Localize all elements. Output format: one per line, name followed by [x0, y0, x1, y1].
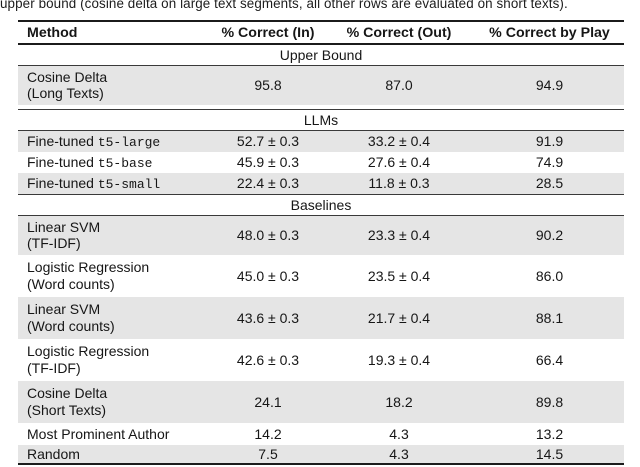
- method-line1: Cosine Delta: [27, 68, 108, 85]
- value-correct-by-play: 89.8: [535, 393, 564, 410]
- value-correct-out: 23.5 ± 0.4: [367, 267, 431, 284]
- method-line2: (Long Texts): [27, 85, 104, 101]
- section-rule: [18, 214, 624, 216]
- value-correct-out: 4.3: [389, 445, 409, 462]
- bottom-rule: [18, 462, 624, 465]
- table-caption-fragment: upper bound (cosine delta on large text …: [0, 0, 568, 11]
- section-header-upper-bound: Upper Bound: [18, 45, 624, 65]
- section-rule: [18, 129, 624, 131]
- value-correct-by-play: 13.2: [535, 425, 564, 442]
- method-code: t5-small: [97, 176, 161, 192]
- method-line1: Cosine Delta: [27, 385, 108, 401]
- method-cell: Most Prominent Author: [27, 425, 170, 442]
- value-correct-out: 4.3: [389, 425, 409, 442]
- value-correct-in: 43.6 ± 0.3: [236, 309, 300, 326]
- method-code: t5-large: [97, 134, 161, 150]
- method-cell: Fine-tuned t5-base: [18, 154, 213, 171]
- table-row-cosine-delta-short: Cosine Delta (Short Texts) 24.1 18.2 89.…: [18, 380, 624, 423]
- value-correct-in: 45.9 ± 0.3: [236, 154, 300, 170]
- method-prefix: Fine-tuned: [27, 153, 98, 170]
- table-row-t5-base: Fine-tuned t5-base 45.9 ± 0.3 27.6 ± 0.4…: [18, 152, 624, 173]
- method-line1: Linear SVM: [27, 218, 101, 235]
- table-row-most-prominent-author: Most Prominent Author 14.2 4.3 13.2: [18, 423, 624, 445]
- table-row-logreg-wordcounts: Logistic Regression (Word counts) 45.0 ±…: [18, 255, 624, 297]
- table-row-random: Random 7.5 4.3 14.5: [18, 444, 624, 463]
- section-header-baselines: Baselines: [18, 195, 624, 215]
- table-row-logreg-tfidf: Logistic Regression (TF-IDF) 42.6 ± 0.3 …: [18, 339, 624, 381]
- value-correct-by-play: 86.0: [535, 267, 564, 284]
- method-line2: (Word counts): [27, 275, 115, 292]
- value-correct-by-play: 66.4: [535, 351, 564, 368]
- section-header-llms: LLMs: [18, 110, 624, 130]
- method-cell: Logistic Regression (TF-IDF): [18, 343, 213, 376]
- value-correct-by-play: 91.9: [535, 133, 564, 149]
- method-prefix: Fine-tuned: [27, 174, 98, 191]
- method-cell: Linear SVM (Word counts): [18, 301, 213, 334]
- value-correct-out: 33.2 ± 0.4: [367, 133, 431, 149]
- method-cell: Fine-tuned t5-large: [18, 133, 213, 150]
- value-correct-by-play: 74.9: [535, 154, 564, 170]
- top-rule: [18, 20, 624, 22]
- value-correct-out: 87.0: [385, 77, 413, 93]
- value-correct-in: 14.2: [254, 425, 282, 442]
- results-table: Method % Correct (In) % Correct (Out) % …: [18, 20, 624, 465]
- section-rule: [18, 64, 624, 66]
- method-cell: Linear SVM (TF-IDF): [18, 219, 213, 252]
- value-correct-out: 27.6 ± 0.4: [367, 154, 431, 170]
- column-header-correct-by-play: % Correct by Play: [489, 24, 610, 41]
- table-row-svm-wordcounts: Linear SVM (Word counts) 43.6 ± 0.3 21.7…: [18, 296, 624, 339]
- method-line1: Logistic Regression: [27, 343, 150, 359]
- method-line1: Logistic Regression: [27, 259, 150, 275]
- value-correct-by-play: 88.1: [535, 309, 564, 326]
- header-rule: [18, 43, 624, 45]
- method-line2: (TF-IDF): [27, 235, 81, 251]
- section-label: LLMs: [303, 111, 339, 128]
- method-prefix: Fine-tuned: [27, 132, 98, 149]
- table-row-t5-small: Fine-tuned t5-small 22.4 ± 0.3 11.8 ± 0.…: [18, 172, 624, 194]
- method-cell: Fine-tuned t5-small: [18, 175, 213, 192]
- method-cell: Logistic Regression (Word counts): [18, 259, 213, 292]
- value-correct-in: 48.0 ± 0.3: [236, 227, 300, 243]
- value-correct-in: 7.5: [258, 445, 278, 462]
- value-correct-in: 45.0 ± 0.3: [236, 267, 300, 284]
- value-correct-out: 11.8 ± 0.3: [368, 175, 430, 191]
- value-correct-in: 24.1: [254, 393, 282, 410]
- section-label: Upper Bound: [279, 46, 363, 63]
- value-correct-in: 52.7 ± 0.3: [236, 133, 300, 149]
- value-correct-out: 19.3 ± 0.4: [367, 351, 431, 368]
- value-correct-by-play: 94.9: [535, 77, 564, 93]
- method-line2: (TF-IDF): [27, 359, 81, 376]
- value-correct-by-play: 14.5: [535, 445, 564, 462]
- value-correct-by-play: 90.2: [535, 227, 564, 243]
- method-cell: Cosine Delta (Short Texts): [18, 385, 213, 418]
- table-row-t5-large: Fine-tuned t5-large 52.7 ± 0.3 33.2 ± 0.…: [18, 130, 624, 152]
- method-cell: Cosine Delta (Long Texts): [18, 69, 213, 102]
- value-correct-out: 18.2: [385, 393, 413, 410]
- table-row-cosine-delta-long: Cosine Delta (Long Texts) 95.8 87.0 94.9: [18, 65, 624, 105]
- column-header-correct-out: % Correct (Out): [346, 24, 452, 41]
- value-correct-by-play: 28.5: [535, 175, 564, 191]
- section-rule: [18, 108, 624, 110]
- method-line1: Linear SVM: [27, 301, 101, 317]
- value-correct-out: 21.7 ± 0.4: [367, 309, 431, 326]
- value-correct-in: 42.6 ± 0.3: [236, 351, 300, 368]
- method-cell: Random: [27, 445, 80, 462]
- value-correct-out: 23.3 ± 0.4: [367, 227, 431, 243]
- section-rule: [18, 193, 624, 195]
- method-line2: (Short Texts): [27, 401, 107, 418]
- section-label: Baselines: [290, 196, 352, 213]
- table-row-svm-tfidf: Linear SVM (TF-IDF) 48.0 ± 0.3 23.3 ± 0.…: [18, 215, 624, 255]
- method-line2: (Word counts): [27, 317, 115, 334]
- table-header-row: Method % Correct (In) % Correct (Out) % …: [18, 22, 624, 43]
- column-header-method: Method: [27, 24, 78, 41]
- value-correct-in: 22.4 ± 0.3: [236, 175, 300, 191]
- column-header-correct-in: % Correct (In): [221, 24, 315, 41]
- value-correct-in: 95.8: [254, 77, 282, 93]
- method-code: t5-base: [97, 155, 153, 171]
